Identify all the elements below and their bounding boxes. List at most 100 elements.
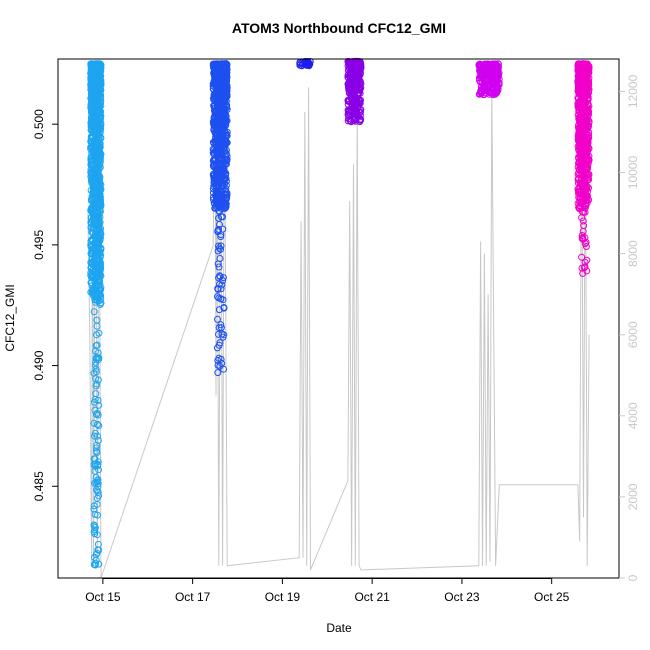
data-point: [354, 91, 362, 99]
data-point: [94, 461, 102, 469]
data-point: [217, 233, 225, 241]
series-2-points: [209, 60, 231, 377]
data-point: [351, 75, 359, 83]
data-point: [220, 174, 228, 182]
data-point: [220, 304, 228, 311]
data-point: [96, 290, 104, 298]
data-point: [95, 133, 103, 141]
data-point: [90, 258, 98, 266]
data-point: [221, 74, 229, 81]
data-point: [218, 119, 226, 127]
data-point: [298, 62, 306, 70]
data-point: [585, 108, 593, 115]
data-point: [91, 153, 99, 161]
data-point: [577, 190, 585, 198]
data-point: [213, 84, 221, 92]
data-point: [90, 521, 98, 529]
data-point: [348, 84, 356, 92]
data-point: [578, 253, 586, 261]
data-point: [95, 401, 103, 409]
data-point: [209, 145, 217, 153]
data-point: [578, 89, 586, 97]
data-point: [91, 268, 99, 276]
y-tick-label: 0.500: [32, 109, 46, 139]
data-point: [222, 72, 230, 80]
data-point: [214, 95, 222, 103]
x-tick-label: Oct 25: [534, 590, 570, 604]
data-point: [87, 259, 95, 266]
x-tick-label: Oct 17: [175, 590, 211, 604]
data-point: [94, 458, 102, 466]
y2-tick-label: 2000: [626, 483, 640, 510]
data-point: [210, 156, 218, 164]
data-point: [93, 444, 100, 452]
data-point: [483, 60, 491, 68]
series-4-points: [344, 57, 365, 126]
data-point: [209, 60, 217, 68]
data-point: [578, 208, 586, 216]
y2-tick-label: 8000: [626, 240, 640, 267]
data-point: [296, 60, 304, 68]
x-tick-label: Oct 21: [354, 590, 390, 604]
data-point: [579, 227, 587, 235]
data-point: [92, 382, 100, 390]
data-point: [483, 65, 491, 73]
data-point: [214, 151, 222, 159]
data-point: [94, 511, 101, 519]
data-point: [94, 437, 102, 444]
y2-tick-label: 12000: [626, 74, 640, 108]
data-point: [212, 88, 220, 96]
data-point: [91, 406, 99, 414]
data-point: [348, 65, 356, 73]
data-point: [94, 489, 102, 496]
data-point: [209, 119, 217, 127]
data-point: [92, 298, 99, 306]
data-point: [221, 159, 229, 167]
data-point: [93, 297, 101, 305]
data-point: [95, 329, 103, 337]
data-point: [578, 137, 586, 145]
data-point: [210, 179, 218, 187]
data-point: [93, 549, 101, 557]
data-point: [211, 75, 219, 83]
data-point: [223, 60, 231, 68]
data-point: [92, 238, 100, 246]
data-point: [357, 80, 365, 88]
data-point: [579, 148, 587, 156]
data-point: [219, 166, 227, 174]
series-5-points: [475, 60, 503, 99]
axes: Oct 15 Oct 17 Oct 19 Oct 21 Oct 23 Oct 25 0.48…: [32, 58, 640, 604]
data-point: [93, 125, 101, 133]
data-point: [223, 92, 231, 100]
data-point: [215, 207, 223, 215]
data-point: [215, 225, 223, 233]
data-point: [93, 285, 101, 293]
data-point: [95, 274, 103, 282]
data-point: [96, 237, 104, 245]
data-point: [214, 315, 221, 323]
data-point: [88, 78, 96, 86]
data-point: [223, 106, 231, 114]
data-point: [213, 169, 220, 177]
data-point: [356, 116, 364, 124]
data-point: [88, 236, 96, 244]
data-point: [584, 174, 592, 182]
data-point: [89, 229, 97, 237]
data-point: [90, 419, 98, 427]
data-point: [218, 138, 226, 146]
data-point: [575, 72, 583, 80]
data-point: [353, 101, 360, 109]
data-point: [95, 277, 103, 285]
data-point: [580, 117, 588, 125]
data-point: [348, 103, 356, 111]
data-point: [582, 84, 590, 92]
data-point: [577, 152, 585, 160]
x-tick-label: Oct 23: [444, 590, 480, 604]
data-point: [93, 341, 101, 349]
data-point: [213, 119, 221, 127]
data-point: [88, 178, 96, 185]
data-point: [584, 70, 591, 78]
data-point: [488, 90, 496, 98]
data-point: [91, 559, 99, 567]
